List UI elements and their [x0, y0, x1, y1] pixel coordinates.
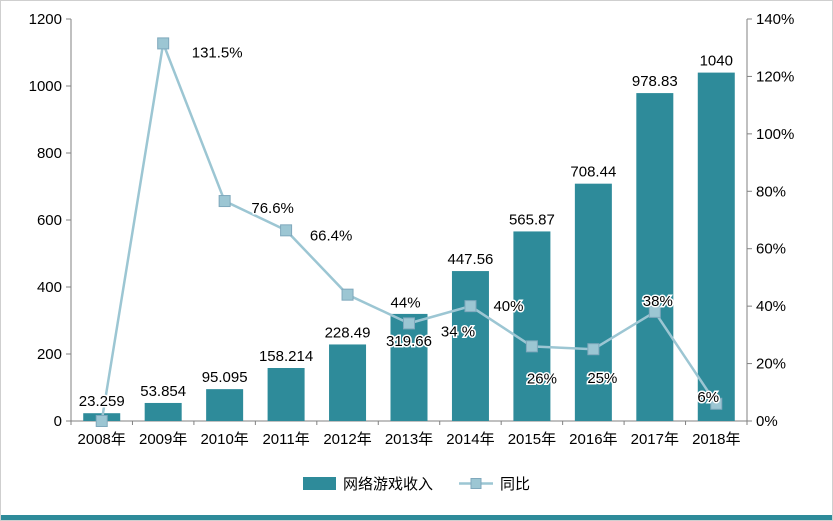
bar-series [83, 72, 735, 421]
x-axis-category-label: 2010年 [200, 431, 248, 448]
line-series [95, 37, 723, 427]
x-axis-category-label: 2009年 [139, 431, 187, 448]
bar-value-label: 1040 [700, 53, 733, 70]
percent-label: 34 % [441, 323, 475, 340]
percent-label: 76.6% [251, 200, 294, 217]
percent-label: 131.5% [192, 44, 243, 61]
right-axis-tick-label: 60% [756, 241, 786, 258]
legend-bar-label: 网络游戏收入 [342, 476, 433, 493]
line-marker [95, 415, 108, 427]
bar [636, 93, 674, 421]
x-axis-category-label: 2012年 [323, 431, 371, 448]
line-marker [218, 195, 231, 208]
percent-label: 44% [391, 295, 421, 312]
bar-value-label: 53.854 [140, 383, 186, 400]
bar-value-label: 228.49 [325, 324, 371, 341]
right-axis-tick-label: 40% [756, 298, 786, 315]
bar [451, 271, 489, 421]
right-axis-tick-label: 140% [756, 11, 794, 28]
left-axis-tick-label: 0 [54, 413, 62, 430]
bar [513, 231, 551, 421]
bar [206, 389, 244, 421]
bar-value-label: 708.44 [570, 164, 616, 181]
x-axis-category-label: 2018年 [692, 431, 740, 448]
data-labels: 23.259 53.854 95.095 158.214 228.49 319.66 447… [77, 43, 734, 412]
bottom-accent-strip [1, 515, 832, 520]
line-marker [525, 340, 538, 353]
x-axis-category-label: 2014年 [446, 431, 494, 448]
line-marker [587, 343, 600, 356]
percent-label: 40% [493, 298, 523, 315]
left-axis-tick-label: 400 [37, 279, 62, 296]
right-axis-tick-label: 0% [756, 413, 778, 430]
x-axis-category-label: 2008年 [78, 431, 126, 448]
legend-line-swatch [459, 478, 493, 489]
bar-value-label: 447.56 [448, 251, 494, 268]
bar [697, 72, 735, 421]
legend-item-bar-series: 网络游戏收入 [302, 473, 433, 494]
bar [390, 313, 428, 421]
line-marker [403, 317, 415, 330]
bar-value-label: 158.214 [259, 348, 313, 365]
bar [574, 183, 612, 421]
x-axis-category-label: 2015年 [508, 431, 556, 448]
line-marker [464, 300, 477, 313]
right-axis-tick-label: 20% [756, 356, 786, 373]
x-axis-category-label: 2011年 [262, 431, 309, 448]
legend-line-label: 同比 [500, 476, 531, 493]
bar-value-label: 23.259 [79, 393, 125, 410]
line-marker [710, 397, 723, 410]
legend: 网络游戏收入 同比 [1, 473, 832, 494]
legend-item-line-series: 同比 [459, 473, 530, 494]
bar-value-label: 95.095 [202, 369, 248, 386]
axes: 0 200 400 600 800 1000 1200 0% 20% 40% 60% 80% 100% 1… [29, 11, 795, 448]
percent-label: 66.4% [310, 227, 353, 244]
right-axis-tick-label: 80% [756, 183, 786, 200]
right-axis-tick-label: 100% [756, 126, 794, 143]
line-marker [157, 37, 170, 50]
bar [329, 344, 367, 421]
legend-marker-sample [470, 478, 482, 489]
right-axis-tick-label: 120% [756, 68, 794, 85]
bar-value-label: 319.66 [386, 333, 432, 350]
line-marker [648, 305, 661, 318]
x-axis-category-label: 2013年 [385, 431, 433, 448]
bar [267, 367, 305, 421]
percent-label: 25% [587, 370, 617, 387]
left-axis-tick-label: 1200 [29, 11, 62, 28]
left-axis-tick-label: 200 [37, 346, 62, 363]
legend-bar-swatch [302, 477, 336, 490]
percent-label: 6% [697, 389, 719, 406]
left-axis-tick-label: 800 [37, 145, 62, 162]
percent-label: 38% [643, 293, 673, 310]
line-marker [341, 288, 354, 301]
left-axis-tick-label: 600 [37, 212, 62, 229]
bar-value-label: 978.83 [632, 73, 678, 90]
bar-value-label: 565.87 [509, 211, 555, 228]
percent-label: 26% [527, 370, 557, 387]
chart-svg: 0 200 400 600 800 1000 1200 0% 20% 40% 60% 80% 100% 1… [29, 11, 795, 448]
x-axis-category-label: 2016年 [569, 431, 617, 448]
bar [144, 402, 182, 421]
left-axis-tick-label: 1000 [29, 78, 62, 95]
x-axis-category-label: 2017年 [631, 431, 679, 448]
line-marker [280, 224, 293, 237]
